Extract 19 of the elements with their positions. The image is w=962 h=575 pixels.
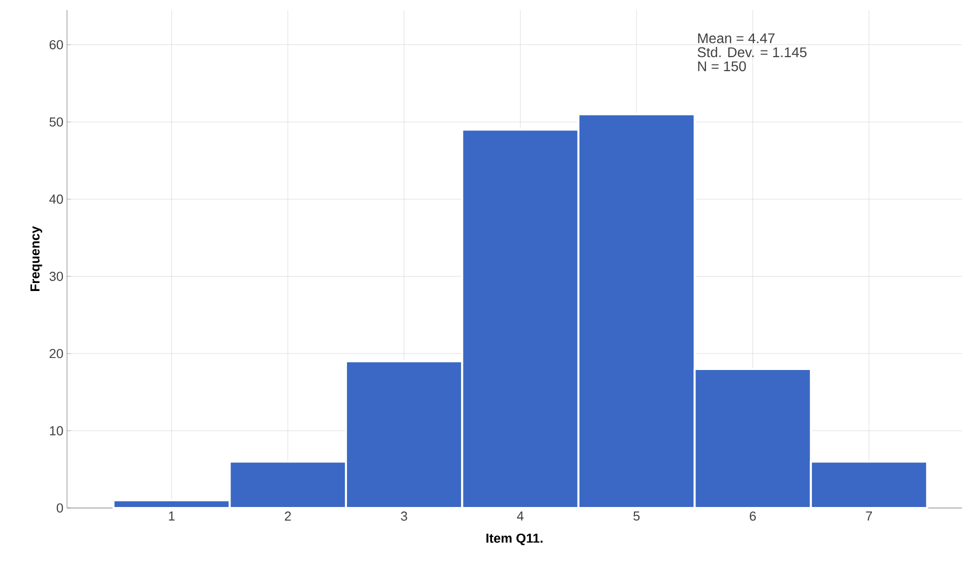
x-tick-label: 5 bbox=[633, 512, 640, 521]
y-tick-label: 30 bbox=[50, 272, 63, 281]
annotation: Std. Dev. = 1.145 bbox=[698, 46, 807, 58]
annotation: N = 150 bbox=[698, 61, 746, 72]
x-tick-label: 6 bbox=[750, 512, 756, 521]
y-tick-label: 10 bbox=[50, 426, 63, 436]
x-tick-label: 3 bbox=[400, 512, 408, 521]
x-tick-label: 2 bbox=[284, 512, 291, 521]
y-tick-label: 20 bbox=[50, 348, 63, 358]
y-tick-label: 40 bbox=[49, 194, 63, 204]
annotation: Mean = 4.47 bbox=[698, 33, 775, 44]
y-axis-title: Frequency bbox=[30, 226, 42, 291]
x-tick-label: 4 bbox=[516, 512, 524, 520]
x-axis-title: Item Q11. bbox=[486, 534, 543, 546]
y-tick-label: 0 bbox=[56, 503, 63, 513]
y-tick-label: 60 bbox=[50, 40, 63, 50]
x-tick-label: 1 bbox=[168, 512, 175, 520]
x-tick-label: 7 bbox=[866, 512, 872, 520]
y-tick-label: 50 bbox=[50, 117, 63, 127]
